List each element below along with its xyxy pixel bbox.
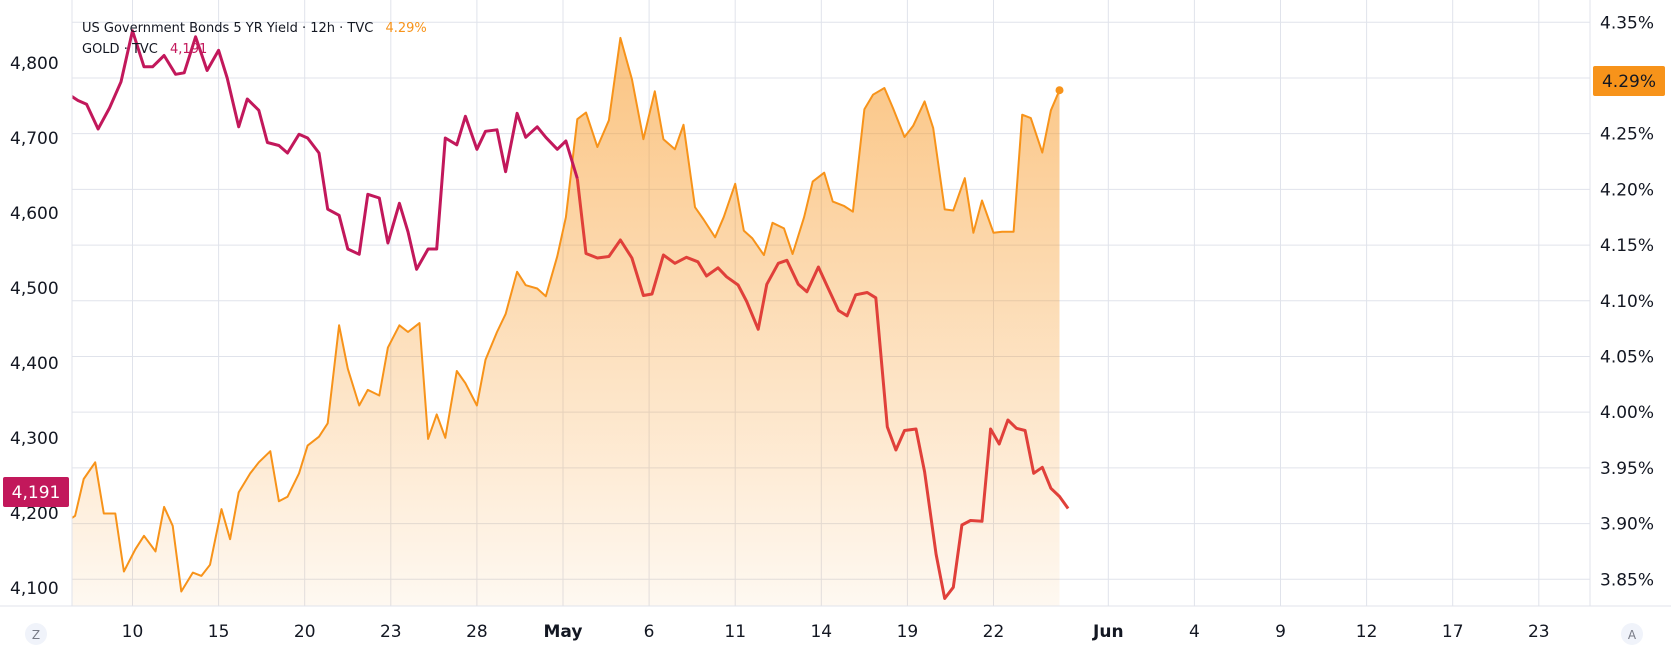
left-axis-tick-label: 4,100 — [10, 579, 59, 599]
left-axis-tick-label: 4,500 — [10, 279, 59, 299]
price-badges: 4,191 4.29% — [3, 66, 1665, 507]
right-axis-tick-label: 4.20% — [1600, 180, 1654, 200]
x-tick-label: 22 — [983, 622, 1005, 642]
left-axis-tick-label: 4,300 — [10, 429, 59, 449]
x-tick-label: 28 — [466, 622, 488, 642]
legend-yield: US Government Bonds 5 YR Yield · 12h · T… — [82, 21, 427, 36]
x-tick-label: 17 — [1442, 622, 1464, 642]
x-tick-label: 6 — [644, 622, 655, 642]
gold-last-price-badge: 4,191 — [3, 477, 69, 507]
left-axis-tick-label: 4,400 — [10, 354, 59, 374]
left-axis-tick-label: 4,700 — [10, 129, 59, 149]
yield-last-point — [1055, 86, 1064, 95]
legend-yield-value: 4.29% — [385, 21, 426, 36]
legend-yield-label: US Government Bonds 5 YR Yield · 12h · T… — [82, 21, 373, 36]
right-axis-tick-label: 4.15% — [1600, 236, 1654, 256]
left-axis-tick-label: 4,200 — [10, 504, 59, 524]
x-tick-label: 11 — [724, 622, 746, 642]
x-tick-label: Jun — [1092, 622, 1124, 642]
yield-last-price-text: 4.29% — [1602, 72, 1656, 92]
auto-scale-left-button[interactable]: Z — [25, 623, 47, 645]
right-axis-tick-label: 4.35% — [1600, 13, 1654, 33]
right-axis-tick-label: 4.25% — [1600, 125, 1654, 145]
gold-series-line — [72, 29, 579, 271]
left-axis-tick-label: 4,600 — [10, 204, 59, 224]
auto-scale-right-button[interactable]: A — [1621, 623, 1643, 645]
x-tick-label: 10 — [122, 622, 144, 642]
legend-gold-value: 4,191 — [170, 42, 207, 57]
x-tick-label: May — [544, 622, 583, 642]
right-axis-tick-label: 3.85% — [1600, 570, 1654, 590]
legend: US Government Bonds 5 YR Yield · 12h · T… — [82, 21, 427, 57]
yield-last-price-badge: 4.29% — [1593, 66, 1665, 96]
right-axis-tick-label: 4.05% — [1600, 347, 1654, 367]
x-tick-label: 4 — [1189, 622, 1200, 642]
x-tick-label: 20 — [294, 622, 316, 642]
right-axis-tick-label: 4.00% — [1600, 403, 1654, 423]
axes: 10 15 20 23 28 May 6 11 14 19 22 Jun 4 9 12 17 23 3.85% 3.… — [0, 0, 1671, 642]
x-tick-label: 12 — [1356, 622, 1378, 642]
plot-area[interactable] — [44, 29, 1070, 606]
x-tick-label: 14 — [810, 622, 832, 642]
auto-scale-right-label: A — [1628, 628, 1637, 642]
x-tick-label: 9 — [1275, 622, 1286, 642]
x-tick-label: 19 — [897, 622, 919, 642]
auto-scale-left-label: Z — [32, 628, 40, 642]
gold-last-price-text: 4,191 — [12, 483, 61, 503]
yield-series-line — [72, 36, 1061, 593]
left-axis-tick-label: 4,800 — [10, 54, 59, 74]
gold-series-line-recent — [575, 178, 1070, 600]
yield-area-fill — [72, 37, 1060, 606]
right-axis-tick-label: 3.90% — [1600, 515, 1654, 535]
x-tick-label: 23 — [1528, 622, 1550, 642]
x-tick-label: 23 — [380, 622, 402, 642]
legend-gold-label: GOLD · TVC — [82, 42, 158, 57]
legend-gold: GOLD · TVC 4,191 — [82, 42, 207, 57]
right-axis-tick-label: 4.10% — [1600, 292, 1654, 312]
x-tick-label: 15 — [208, 622, 230, 642]
right-axis-tick-label: 3.95% — [1600, 459, 1654, 479]
